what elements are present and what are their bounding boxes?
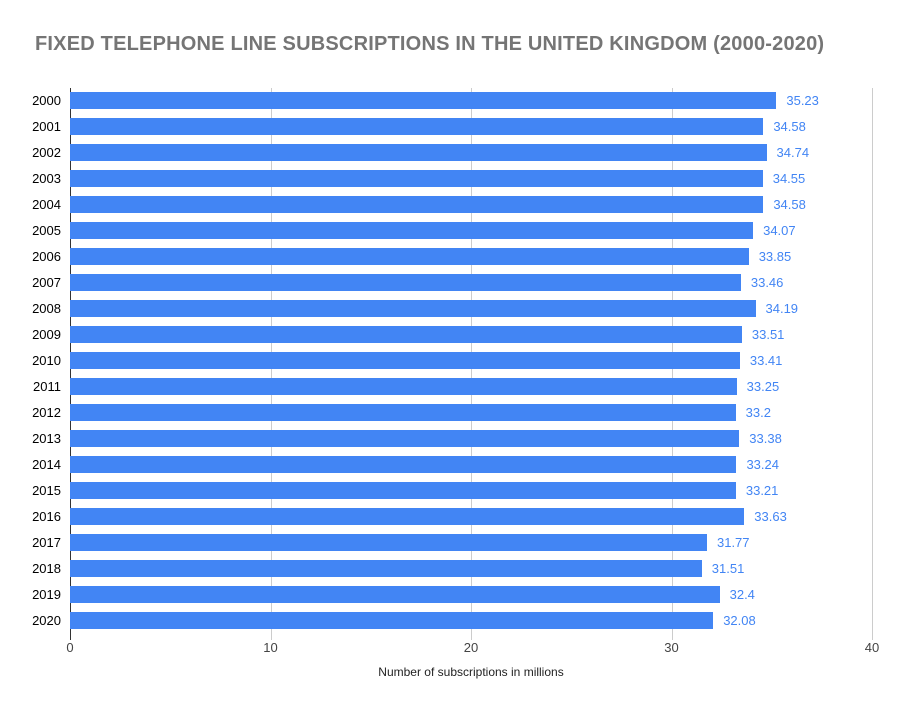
bar-value-label: 32.4 (729, 587, 755, 602)
bar-value-label: 33.24 (746, 457, 779, 472)
bar-row: 2002 34.74 (32, 140, 872, 166)
y-axis-label: 2019 (32, 587, 61, 602)
y-axis-label: 2003 (32, 171, 61, 186)
bar-row: 2013 33.38 (32, 426, 872, 452)
bar-value-label: 34.07 (763, 223, 796, 238)
bar (70, 326, 742, 343)
bar-row: 2010 33.41 (32, 348, 872, 374)
bar-row: 2015 33.21 (32, 478, 872, 504)
bar-row: 2020 32.08 (32, 608, 872, 634)
bar-row: 2011 33.25 (33, 374, 872, 400)
bar-row: 2000 35.23 (32, 88, 872, 114)
bar-row: 2001 34.58 (32, 114, 872, 140)
bar-row: 2009 33.51 (32, 322, 872, 348)
bar-value-label: 33.25 (746, 379, 780, 394)
bar-row: 2005 34.07 (32, 218, 872, 244)
bar (70, 170, 763, 187)
y-axis-label: 2016 (32, 509, 61, 524)
x-tick-label: 40 (864, 640, 880, 655)
y-axis-label: 2009 (32, 327, 61, 342)
bar (70, 144, 767, 161)
y-axis-label: 2001 (32, 119, 61, 134)
bar (70, 118, 764, 135)
bar (70, 430, 740, 447)
bar (70, 456, 737, 473)
bar-value-label: 34.58 (773, 119, 806, 134)
y-axis-label: 2006 (32, 249, 61, 264)
bar-value-label: 34.58 (773, 197, 806, 212)
y-axis-label: 2017 (32, 535, 61, 550)
bar-value-label: 33.41 (749, 353, 783, 368)
bar-row: 2016 33.63 (32, 504, 872, 530)
bar (70, 508, 745, 525)
bar-row: 2008 34.19 (32, 296, 872, 322)
y-axis-label: 2007 (32, 275, 61, 290)
bar-value-label: 33.2 (745, 405, 771, 420)
bar (70, 92, 777, 109)
bar-row: 2018 31.51 (32, 556, 872, 582)
y-axis-label: 2008 (32, 301, 61, 316)
y-axis-label: 2010 (32, 353, 61, 368)
bar-row: 2006 33.85 (32, 244, 872, 270)
bar-value-label: 31.51 (711, 561, 745, 576)
bar-value-label: 31.77 (716, 535, 750, 550)
bar-value-label: 34.55 (772, 171, 806, 186)
bar-row: 2004 34.58 (32, 192, 872, 218)
y-axis-label: 2018 (32, 561, 61, 576)
bar-row: 2019 32.4 (32, 582, 872, 608)
y-axis-label: 2020 (32, 613, 61, 628)
x-tick-label: 0 (66, 640, 74, 655)
bar (70, 404, 736, 421)
x-axis-title: Number of subscriptions in millions (378, 665, 564, 679)
bar (70, 482, 736, 499)
bar (70, 560, 702, 577)
y-axis-label: 2005 (32, 223, 61, 238)
bar-value-label: 33.51 (751, 327, 785, 342)
bar (70, 300, 756, 317)
bar-value-label: 35.23 (786, 93, 819, 108)
plot-area: 2000 35.23 2001 34.58 2002 34.74 2003 34.55 2004… (32, 88, 873, 640)
bar-value-label: 32.08 (723, 613, 756, 628)
y-axis-label: 2013 (32, 431, 61, 446)
bar (70, 196, 764, 213)
x-tick-label: 10 (263, 640, 278, 655)
bar (70, 612, 714, 629)
bar (70, 378, 737, 395)
x-tick-label: 30 (664, 640, 679, 655)
bar-value-label: 33.85 (758, 249, 792, 264)
bar (70, 534, 707, 551)
chart-title: FIXED TELEPHONE LINE SUBSCRIPTIONS IN TH… (35, 33, 825, 55)
x-tick-label: 20 (463, 640, 479, 655)
bar-value-label: 33.38 (749, 431, 782, 446)
y-axis-label: 2000 (32, 93, 61, 108)
bar (70, 586, 720, 603)
bar-row: 2007 33.46 (32, 270, 872, 296)
bar (70, 274, 741, 291)
gridline (872, 88, 873, 640)
bar (70, 222, 754, 239)
bar-value-label: 34.19 (765, 301, 799, 316)
bar-value-label: 33.21 (745, 483, 779, 498)
bar-row: 2017 31.77 (32, 530, 872, 556)
y-axis-label: 2011 (33, 379, 61, 394)
y-axis-label: 2012 (32, 405, 61, 420)
bar-row: 2003 34.55 (32, 166, 872, 192)
bar (70, 248, 749, 265)
bar-row: 2014 33.24 (32, 452, 872, 478)
bar-value-label: 34.74 (776, 145, 810, 160)
y-axis-label: 2014 (32, 457, 61, 472)
y-axis-label: 2015 (32, 483, 61, 498)
y-axis-label: 2004 (32, 197, 61, 212)
y-axis-label: 2002 (32, 145, 61, 160)
bar (70, 352, 740, 369)
bar-value-label: 33.46 (750, 275, 784, 290)
bar-value-label: 33.63 (754, 509, 787, 524)
bar-row: 2012 33.2 (32, 400, 872, 426)
